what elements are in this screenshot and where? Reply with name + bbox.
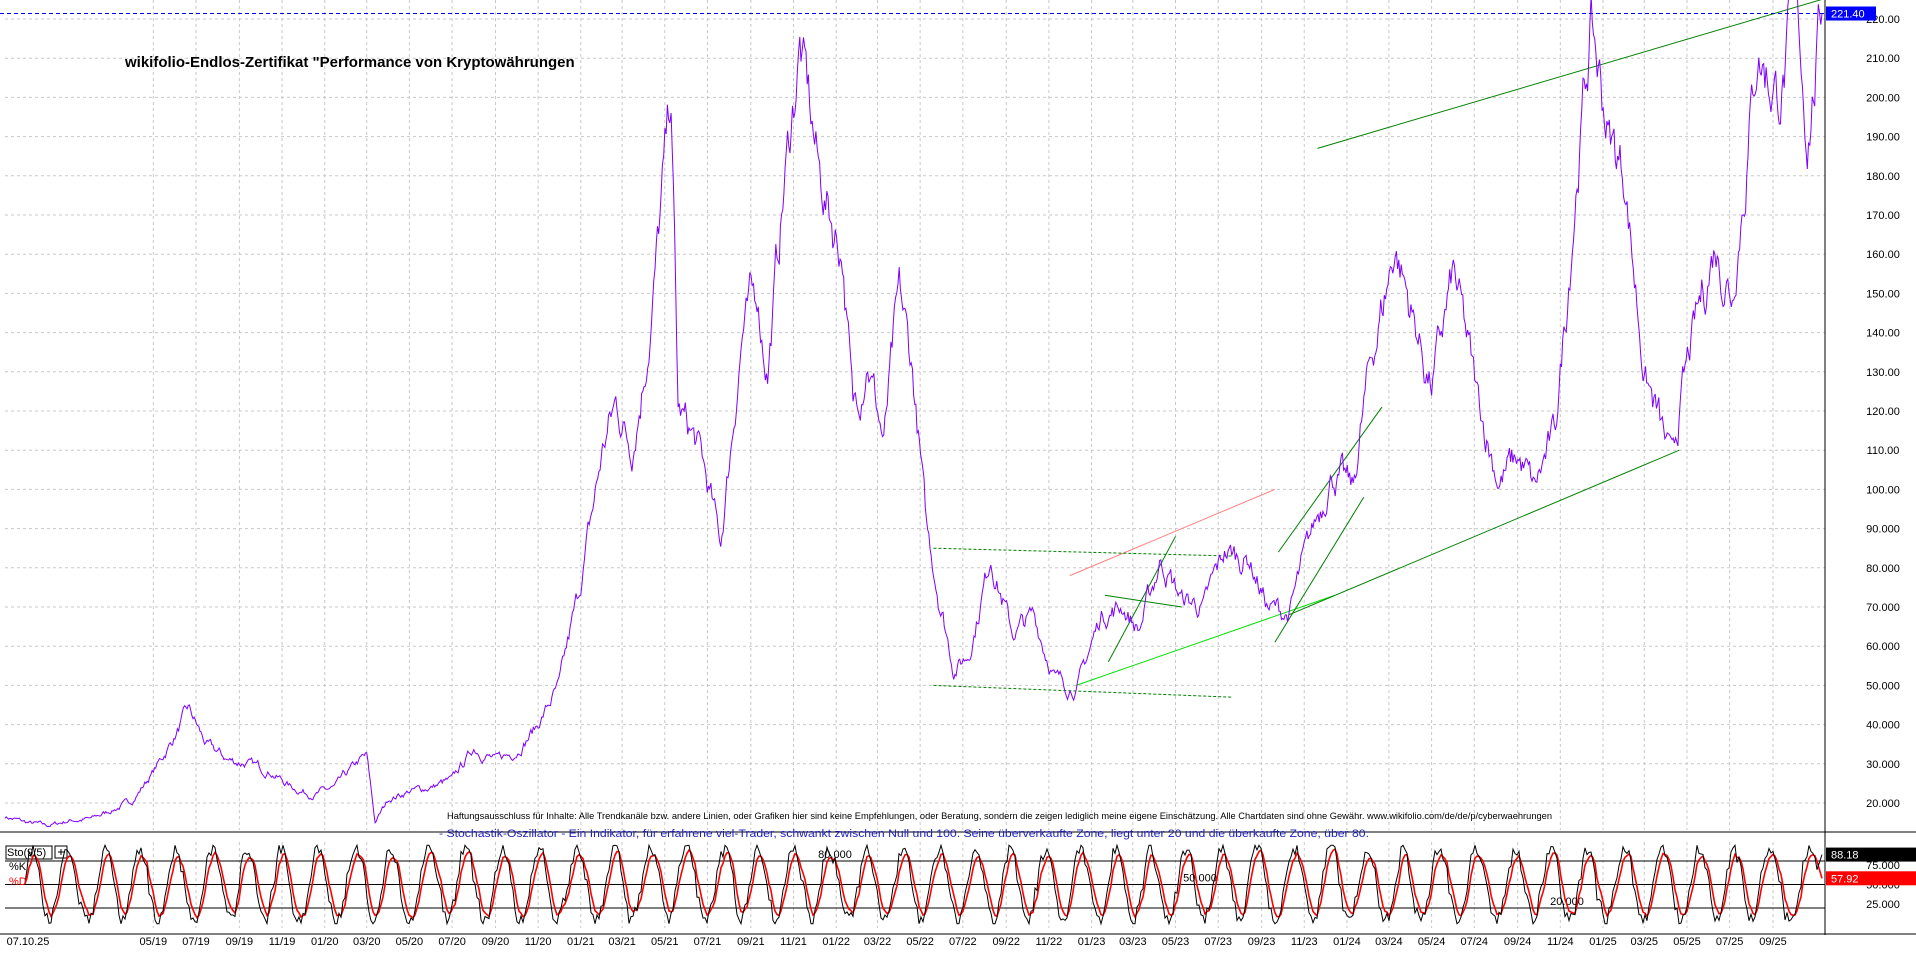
stochastic-value-label: 88.18 <box>1831 850 1859 862</box>
x-tick-label: 07/23 <box>1204 936 1232 948</box>
last-price-badge <box>1826 6 1876 21</box>
x-tick-label: 01/20 <box>311 936 339 948</box>
k-line <box>24 843 1823 926</box>
x-tick-label: 01/21 <box>567 936 595 948</box>
x-tick-label: 09/25 <box>1759 936 1787 948</box>
trend-line <box>1107 536 1176 663</box>
x-tick-label: 07/24 <box>1461 936 1489 948</box>
x-tick-label: 03/24 <box>1375 936 1403 948</box>
x-tick-label: 05/20 <box>396 936 424 948</box>
trend-line <box>933 547 1232 557</box>
x-tick-label: 11/21 <box>780 936 807 948</box>
y-tick-label: 140.00 <box>1866 328 1900 340</box>
x-tick-label: 05/25 <box>1673 936 1701 948</box>
x-tick-label: 09/24 <box>1504 936 1532 948</box>
stochastic-description: - Stochastik-Oszillator - Ein Indikator,… <box>439 828 1369 840</box>
x-tick-label: 05/19 <box>140 936 168 948</box>
stochastic-y-tick-label: 75.000 <box>1866 860 1900 872</box>
disclaimer-text: Haftungsausschluss für Inhalte: Alle Tre… <box>447 811 1552 821</box>
x-tick-label: 05/21 <box>651 936 679 948</box>
trend-line <box>1076 594 1336 686</box>
price-line <box>4 0 1823 828</box>
d-legend-label: %D <box>9 876 27 888</box>
y-tick-label: 200.00 <box>1866 92 1900 104</box>
reference-line-label: 50.000 <box>1183 873 1217 885</box>
trendline-layer <box>933 0 1822 698</box>
y-tick-label: 170.00 <box>1866 210 1900 222</box>
x-tick-label: 11/24 <box>1547 936 1574 948</box>
x-tick-label: 07/22 <box>949 936 977 948</box>
price-series-layer <box>4 0 1823 828</box>
y-tick-label: 210.00 <box>1866 53 1900 65</box>
grid-layer <box>5 0 1825 928</box>
x-tick-label: 07.10.25 <box>7 936 50 948</box>
plus-icon <box>58 849 64 855</box>
stochastic-value-badge <box>1826 871 1916 886</box>
time-x-axis: 07.10.25 05/19 07/19 09/19 11/19 01/20 03/20 05… <box>7 936 1787 948</box>
last-price-value: 221.40 <box>1831 9 1865 21</box>
y-tick-label: 90.000 <box>1866 524 1900 536</box>
y-tick-label: 30.000 <box>1866 759 1900 771</box>
x-tick-label: 05/22 <box>906 936 934 948</box>
y-tick-label: 20.000 <box>1866 798 1900 810</box>
x-tick-label: 11/19 <box>269 936 296 948</box>
y-tick-label: 150.00 <box>1866 288 1900 300</box>
x-tick-label: 07/20 <box>438 936 466 948</box>
x-tick-label: 09/20 <box>482 936 510 948</box>
x-tick-label: 03/21 <box>608 936 636 948</box>
x-tick-label: 09/22 <box>992 936 1020 948</box>
trend-line <box>1069 488 1276 577</box>
stochastic-header-label: Sto(9/5) <box>7 847 46 859</box>
y-tick-label: 40.000 <box>1866 720 1900 732</box>
k-legend-label: %K <box>9 861 27 873</box>
x-tick-label: 03/23 <box>1119 936 1147 948</box>
x-tick-label: 09/21 <box>737 936 765 948</box>
stochastic-value-label: 57.92 <box>1831 873 1859 885</box>
y-tick-label: 80.000 <box>1866 563 1900 575</box>
trend-line <box>1104 594 1182 608</box>
y-tick-label: 60.000 <box>1866 641 1900 653</box>
x-tick-label: 07/25 <box>1716 936 1744 948</box>
x-tick-label: 01/22 <box>822 936 850 948</box>
x-tick-label: 11/23 <box>1291 936 1318 948</box>
x-tick-label: 09/19 <box>226 936 254 948</box>
trend-line <box>1317 0 1822 149</box>
trend-line <box>1288 449 1680 616</box>
y-tick-label: 100.00 <box>1866 484 1900 496</box>
y-tick-label: 120.00 <box>1866 406 1900 418</box>
x-tick-label: 05/23 <box>1162 936 1190 948</box>
x-tick-label: 07/21 <box>694 936 722 948</box>
x-tick-label: 07/19 <box>182 936 210 948</box>
x-tick-label: 03/22 <box>864 936 892 948</box>
text-layer: wikifolio-Endlos-Zertifikat "Performance… <box>7 54 1552 888</box>
x-tick-label: 11/22 <box>1036 936 1063 948</box>
x-tick-label: 09/23 <box>1248 936 1276 948</box>
x-tick-label: 01/24 <box>1333 936 1361 948</box>
y-tick-label: 130.00 <box>1866 367 1900 379</box>
x-tick-label: 03/25 <box>1631 936 1659 948</box>
x-tick-label: 11/20 <box>525 936 552 948</box>
y-tick-label: 180.00 <box>1866 171 1900 183</box>
x-tick-label: 01/25 <box>1589 936 1617 948</box>
x-tick-label: 01/23 <box>1078 936 1106 948</box>
stochastic-value-badge <box>1826 847 1916 862</box>
trend-line <box>933 684 1232 698</box>
stochastic-y-tick-label: 25.000 <box>1866 899 1900 911</box>
y-tick-label: 190.00 <box>1866 132 1900 144</box>
y-tick-label: 50.000 <box>1866 680 1900 692</box>
y-tick-label: 70.000 <box>1866 602 1900 614</box>
y-tick-label: 110.00 <box>1867 445 1900 457</box>
y-tick-label: 160.00 <box>1866 249 1900 261</box>
x-tick-label: 03/20 <box>353 936 381 948</box>
trend-line <box>1274 496 1365 643</box>
x-tick-label: 05/24 <box>1418 936 1446 948</box>
chart-title: wikifolio-Endlos-Zertifikat "Performance… <box>124 54 575 71</box>
